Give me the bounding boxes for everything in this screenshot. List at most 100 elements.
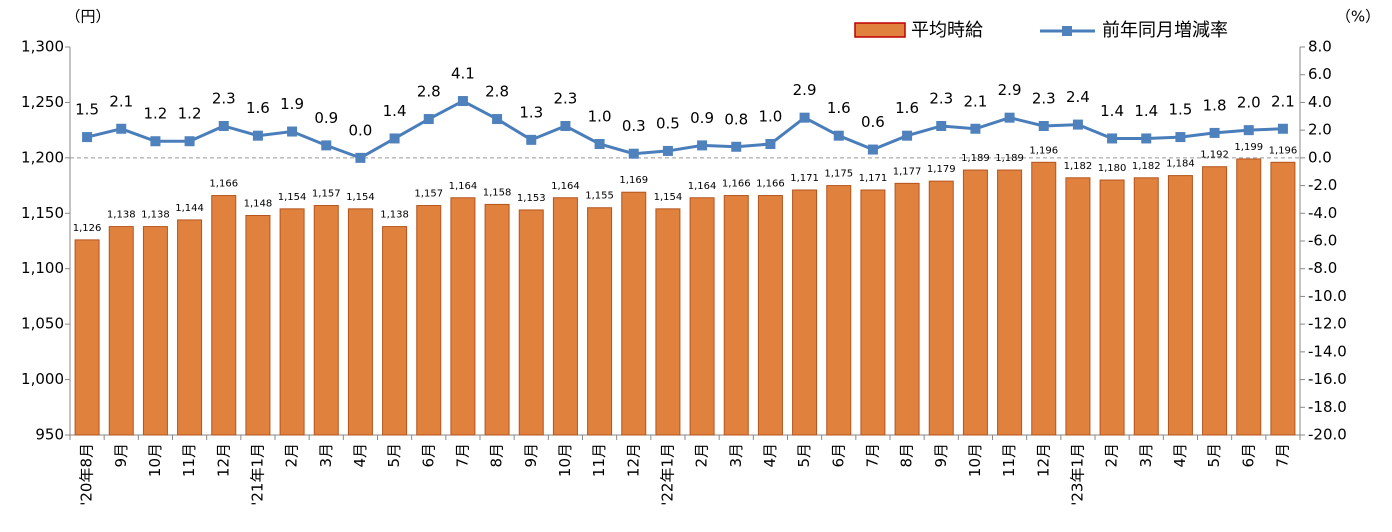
bar-value-label: 1,154 bbox=[278, 192, 307, 203]
bar bbox=[347, 208, 373, 436]
x-tick-label: 11月 bbox=[590, 443, 608, 477]
line-marker bbox=[1175, 132, 1186, 143]
line-value-label: 0.3 bbox=[622, 117, 646, 135]
bar bbox=[1133, 177, 1159, 436]
bar bbox=[484, 203, 510, 436]
x-tick-label: 8月 bbox=[898, 443, 916, 468]
line-value-label: 2.8 bbox=[417, 83, 441, 101]
bar bbox=[587, 207, 613, 436]
y-tick-label: 1,250 bbox=[21, 93, 64, 111]
line-value-label: 2.9 bbox=[793, 81, 817, 99]
x-tick-label: 8月 bbox=[488, 443, 506, 468]
legend-label: 前年同月増減率 bbox=[1102, 20, 1228, 41]
x-tick-label: 6月 bbox=[1239, 443, 1257, 468]
x-tick-label: '22年1月 bbox=[658, 443, 676, 506]
bar bbox=[416, 205, 442, 436]
line-marker bbox=[1038, 120, 1049, 131]
x-tick-label: 2月 bbox=[1103, 443, 1121, 468]
y-tick-label: 1,000 bbox=[21, 370, 64, 388]
bar-value-label: 1,196 bbox=[1029, 145, 1058, 156]
x-tick-label: 4月 bbox=[351, 443, 369, 468]
line-value-label: 1.5 bbox=[1168, 101, 1192, 119]
x-tick-label: 3月 bbox=[317, 443, 335, 468]
line-value-label: 0.0 bbox=[348, 121, 372, 139]
bar bbox=[279, 208, 305, 436]
bar bbox=[313, 205, 339, 436]
x-tick-label: 7月 bbox=[453, 443, 471, 468]
x-tick-label: 12月 bbox=[214, 443, 232, 477]
line-value-label: 1.0 bbox=[758, 108, 782, 126]
line-marker bbox=[1209, 127, 1220, 138]
line-marker bbox=[184, 136, 195, 147]
line-marker bbox=[218, 120, 229, 131]
line-value-label: 1.4 bbox=[1134, 102, 1158, 120]
bar-value-label: 1,157 bbox=[414, 189, 443, 200]
bar bbox=[518, 209, 544, 436]
y2-tick-label: 4.0 bbox=[1308, 93, 1332, 111]
line-marker bbox=[321, 140, 332, 151]
line-marker bbox=[1243, 125, 1254, 136]
x-tick-label: 10月 bbox=[556, 443, 574, 477]
x-tick-label: '23年1月 bbox=[1068, 443, 1086, 506]
line-value-label: 0.9 bbox=[314, 109, 338, 127]
x-tick-label: 11月 bbox=[180, 443, 198, 477]
bar-value-label: 1,164 bbox=[551, 181, 580, 192]
bar-value-label: 1,164 bbox=[688, 181, 717, 192]
line-marker bbox=[560, 120, 571, 131]
line-marker bbox=[1277, 123, 1288, 134]
bar-value-label: 1,180 bbox=[1098, 163, 1127, 174]
x-tick-label: 5月 bbox=[795, 443, 813, 468]
y2-tick-label: -16.0 bbox=[1308, 370, 1347, 388]
line-marker bbox=[1141, 133, 1152, 144]
y-tick-label: 1,100 bbox=[21, 259, 64, 277]
legend-swatch bbox=[854, 22, 906, 38]
bar bbox=[108, 226, 134, 436]
line-value-label: 1.6 bbox=[895, 99, 919, 117]
x-tick-label: 9月 bbox=[112, 443, 130, 468]
bar-value-label: 1,157 bbox=[312, 189, 341, 200]
line-marker bbox=[526, 134, 537, 145]
bar bbox=[552, 197, 578, 436]
y-tick-label: 1,300 bbox=[21, 38, 64, 56]
line-value-label: 1.2 bbox=[178, 105, 202, 123]
bar-value-label: 1,138 bbox=[380, 210, 409, 221]
bar bbox=[382, 226, 408, 436]
bar bbox=[1167, 175, 1193, 436]
bar-value-label: 1,166 bbox=[209, 179, 238, 190]
line-marker bbox=[1107, 133, 1118, 144]
y2-tick-label: -4.0 bbox=[1308, 204, 1337, 222]
y2-tick-label: -12.0 bbox=[1308, 315, 1347, 333]
line-marker bbox=[1004, 112, 1015, 123]
line-value-label: 2.0 bbox=[1237, 94, 1261, 112]
y2-tick-label: 6.0 bbox=[1308, 65, 1332, 83]
line-marker bbox=[1072, 119, 1083, 130]
line-marker bbox=[902, 130, 913, 141]
line-value-label: 2.1 bbox=[963, 92, 987, 110]
line-value-label: 1.5 bbox=[75, 101, 99, 119]
bar-value-label: 1,164 bbox=[449, 181, 478, 192]
y-tick-label: 1,150 bbox=[21, 204, 64, 222]
bar-value-label: 1,179 bbox=[927, 164, 956, 175]
bar-value-label: 1,177 bbox=[893, 166, 922, 177]
bar bbox=[723, 195, 749, 436]
bar bbox=[245, 215, 271, 436]
x-tick-label: '20年8月 bbox=[78, 443, 96, 506]
line-marker bbox=[457, 96, 468, 107]
line-marker bbox=[355, 152, 366, 163]
x-tick-label: 4月 bbox=[1171, 443, 1189, 468]
line-value-label: 1.8 bbox=[1203, 96, 1227, 114]
y2-tick-label: -20.0 bbox=[1308, 426, 1347, 444]
bar-value-label: 1,153 bbox=[517, 193, 546, 204]
bar-value-label: 1,144 bbox=[175, 203, 204, 214]
bar bbox=[177, 219, 203, 436]
line-value-label: 1.6 bbox=[827, 99, 851, 117]
line-marker bbox=[252, 130, 263, 141]
line bbox=[86, 99, 1283, 160]
line-marker bbox=[492, 114, 503, 125]
y2-tick-label: -2.0 bbox=[1308, 176, 1337, 194]
line-value-label: 2.4 bbox=[1066, 88, 1090, 106]
bar bbox=[1202, 166, 1228, 436]
line-value-label: 2.1 bbox=[109, 92, 133, 110]
line-marker bbox=[662, 145, 673, 156]
